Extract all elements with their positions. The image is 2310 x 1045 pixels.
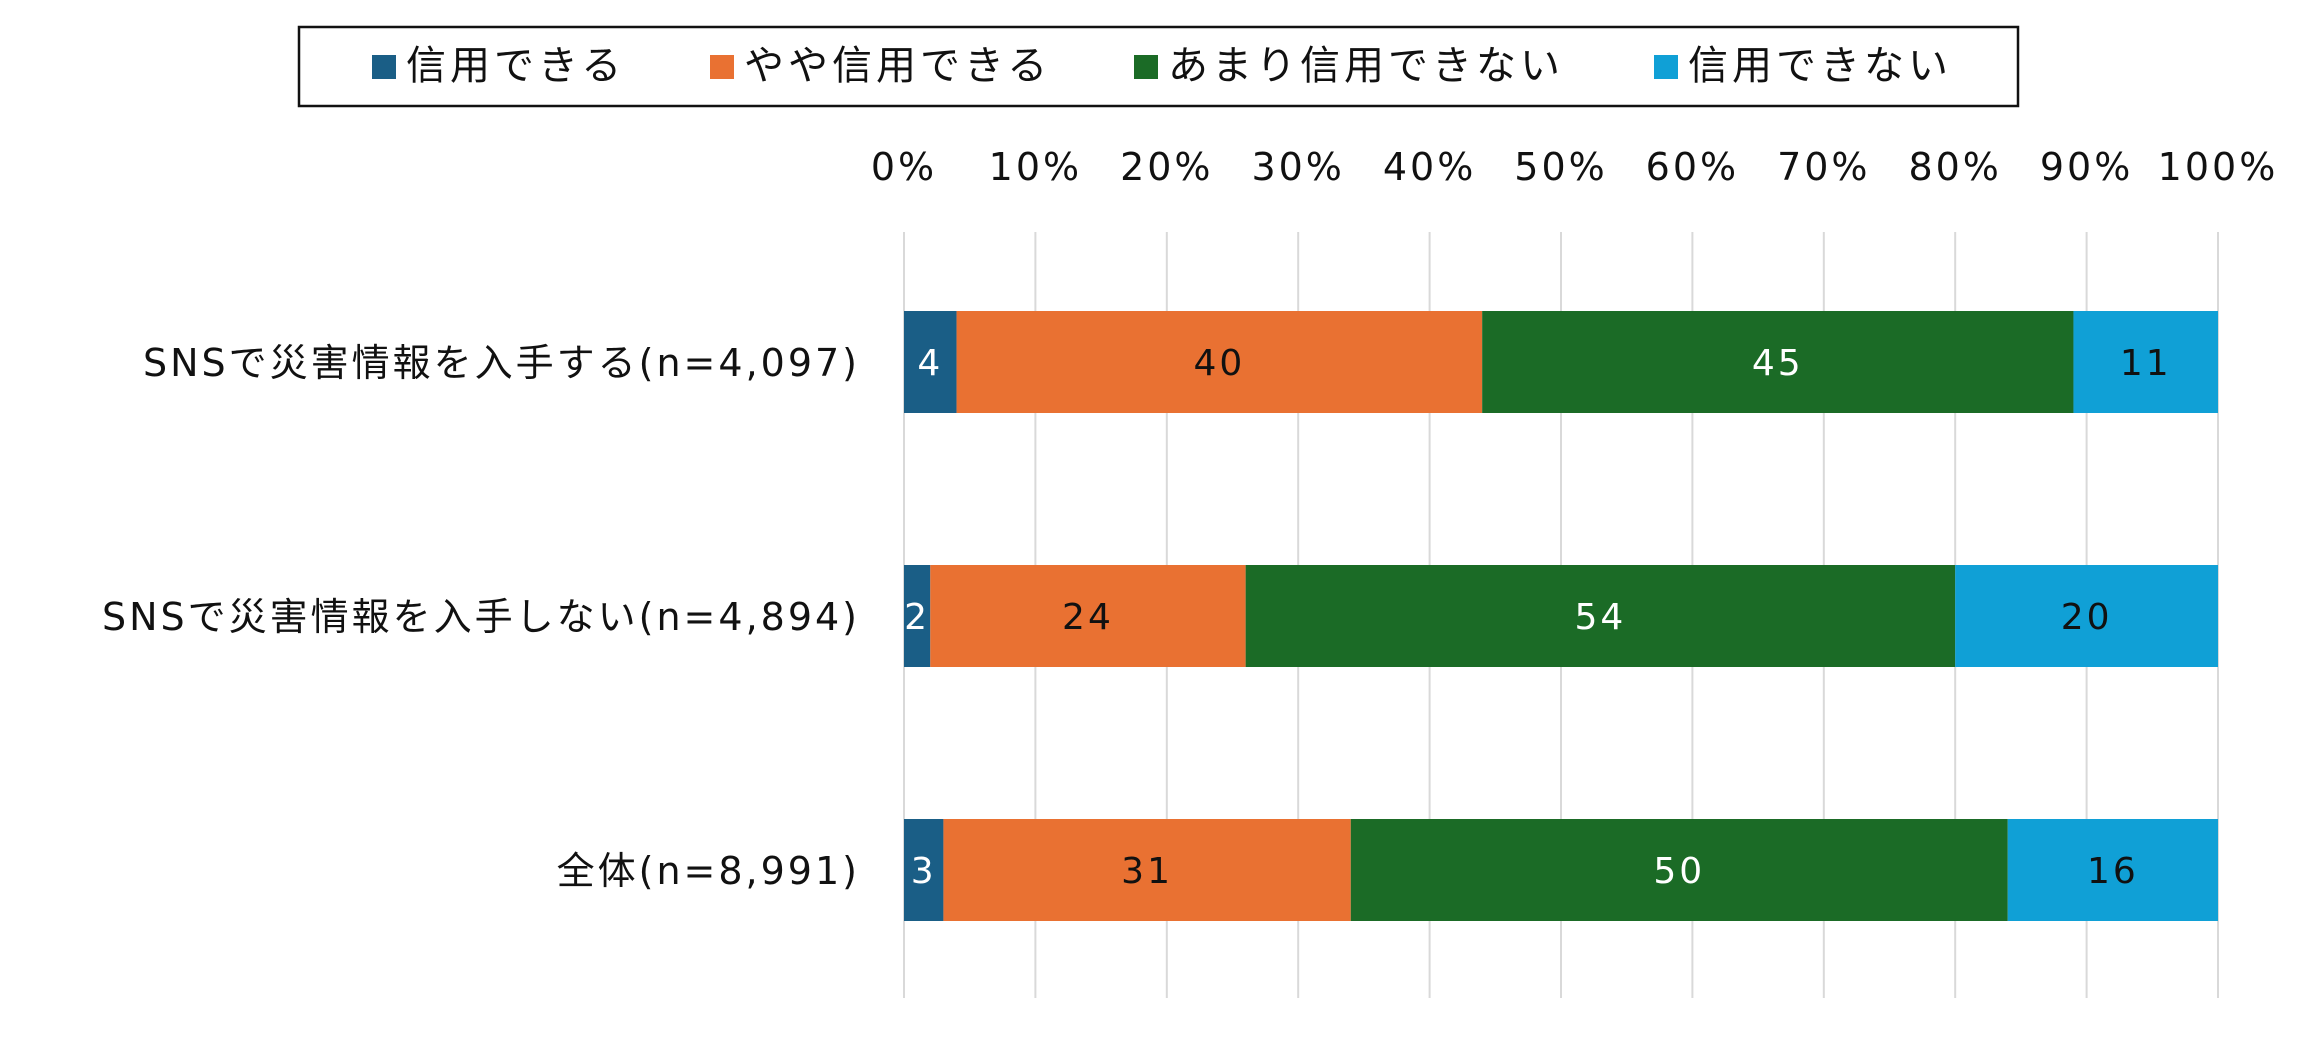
data-label: 11 <box>2120 343 2172 384</box>
bar-segment <box>2073 311 2218 413</box>
legend-label: 信用できない <box>1688 43 1952 89</box>
data-label: 2 <box>904 597 930 638</box>
legend-swatch <box>1654 55 1678 79</box>
legend-swatch <box>1134 55 1158 79</box>
category-label: SNSで災害情報を入手しない(n=4,894) <box>102 595 860 639</box>
legend-swatch <box>710 55 734 79</box>
x-tick-label: 30% <box>1251 145 1344 189</box>
x-tick-label: 80% <box>1908 145 2001 189</box>
legend-box <box>297 25 2020 108</box>
bar-segment <box>1350 819 2008 921</box>
x-tick-label: 20% <box>1120 145 1213 189</box>
legend: 信用できる やや信用できる あまり信用できない 信用できない <box>297 25 2020 108</box>
data-label: 16 <box>2087 851 2139 892</box>
x-axis-ticks: 0% 10% 20% 30% 40% 50% 60% 70% 80% 90% 100% <box>871 145 2279 189</box>
bar-segment <box>1245 565 1956 667</box>
data-label: 54 <box>1575 597 1627 638</box>
bars: 4 40 45 11 2 24 54 20 3 31 50 16 <box>904 311 2218 921</box>
category-label: 全体(n=8,991) <box>557 849 860 893</box>
bar-segment <box>904 311 957 413</box>
legend-label: あまり信用できない <box>1168 43 1564 89</box>
bar-segment <box>1482 311 2074 413</box>
x-tick-label: 50% <box>1514 145 1607 189</box>
data-label: 31 <box>1121 851 1173 892</box>
x-tick-label: 60% <box>1646 145 1739 189</box>
bar-segment <box>943 819 1351 921</box>
data-label: 20 <box>2061 597 2113 638</box>
data-label: 45 <box>1752 343 1804 384</box>
bar-segment <box>930 565 1246 667</box>
bar-segment <box>956 311 1483 413</box>
legend-label: 信用できる <box>406 43 625 89</box>
x-tick-label: 100% <box>2158 145 2279 189</box>
data-label: 50 <box>1653 851 1705 892</box>
x-tick-label: 70% <box>1777 145 1870 189</box>
category-label: SNSで災害情報を入手する(n=4,097) <box>143 341 860 385</box>
legend-swatch <box>372 55 396 79</box>
x-tick-label: 90% <box>2040 145 2133 189</box>
legend-label: やや信用できる <box>744 43 1051 89</box>
bar-segment <box>904 565 931 667</box>
bar-segment <box>904 819 944 921</box>
data-label: 40 <box>1193 343 1245 384</box>
x-tick-label: 0% <box>871 145 937 189</box>
x-tick-label: 10% <box>989 145 1082 189</box>
data-label: 3 <box>911 851 937 892</box>
data-label: 24 <box>1062 597 1114 638</box>
data-label: 4 <box>917 343 943 384</box>
category-labels: SNSで災害情報を入手する(n=4,097) SNSで災害情報を入手しない(n=4… <box>102 341 860 893</box>
bar-segment <box>1955 565 2218 667</box>
bar-segment <box>2007 819 2218 921</box>
x-tick-label: 40% <box>1383 145 1476 189</box>
